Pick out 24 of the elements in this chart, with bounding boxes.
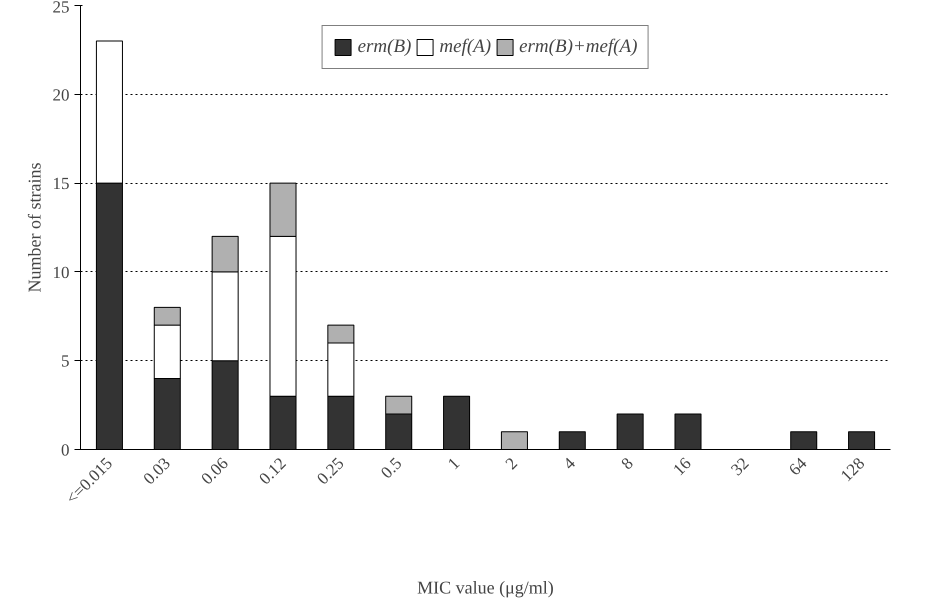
legend-label: erm(B) [358, 36, 412, 58]
y-tick-label: 25 [52, 0, 70, 16]
x-tick-label: 0.5 [376, 454, 406, 482]
legend-label: erm(B)+mef(A) [519, 36, 638, 58]
y-tick-label: 5 [61, 352, 70, 371]
x-tick-label: 0.06 [197, 454, 232, 488]
y-tick-label: 20 [52, 85, 70, 104]
x-tick-label: 4 [560, 453, 580, 474]
y-tick-label: 0 [61, 440, 70, 460]
x-tick-label: 128 [836, 454, 868, 486]
x-tick-label: 16 [669, 454, 695, 480]
x-tick-label: 0.03 [140, 454, 174, 488]
y-axis-title: Number of strains [24, 162, 44, 292]
x-tick-label: 32 [727, 454, 753, 480]
x-tick-label: 0.25 [313, 454, 348, 488]
x-tick-label: 0.12 [255, 454, 290, 488]
y-tick-label: 15 [52, 174, 70, 194]
x-axis-title: MIC value (μg/ml) [417, 578, 554, 598]
x-tick-label: 2 [502, 454, 522, 474]
y-tick-label: 10 [52, 262, 70, 282]
legend-label: mef(A) [439, 36, 492, 58]
x-tick-label: 8 [617, 454, 637, 474]
x-tick-label: 64 [784, 453, 811, 480]
x-tick-label: 1 [444, 454, 464, 474]
